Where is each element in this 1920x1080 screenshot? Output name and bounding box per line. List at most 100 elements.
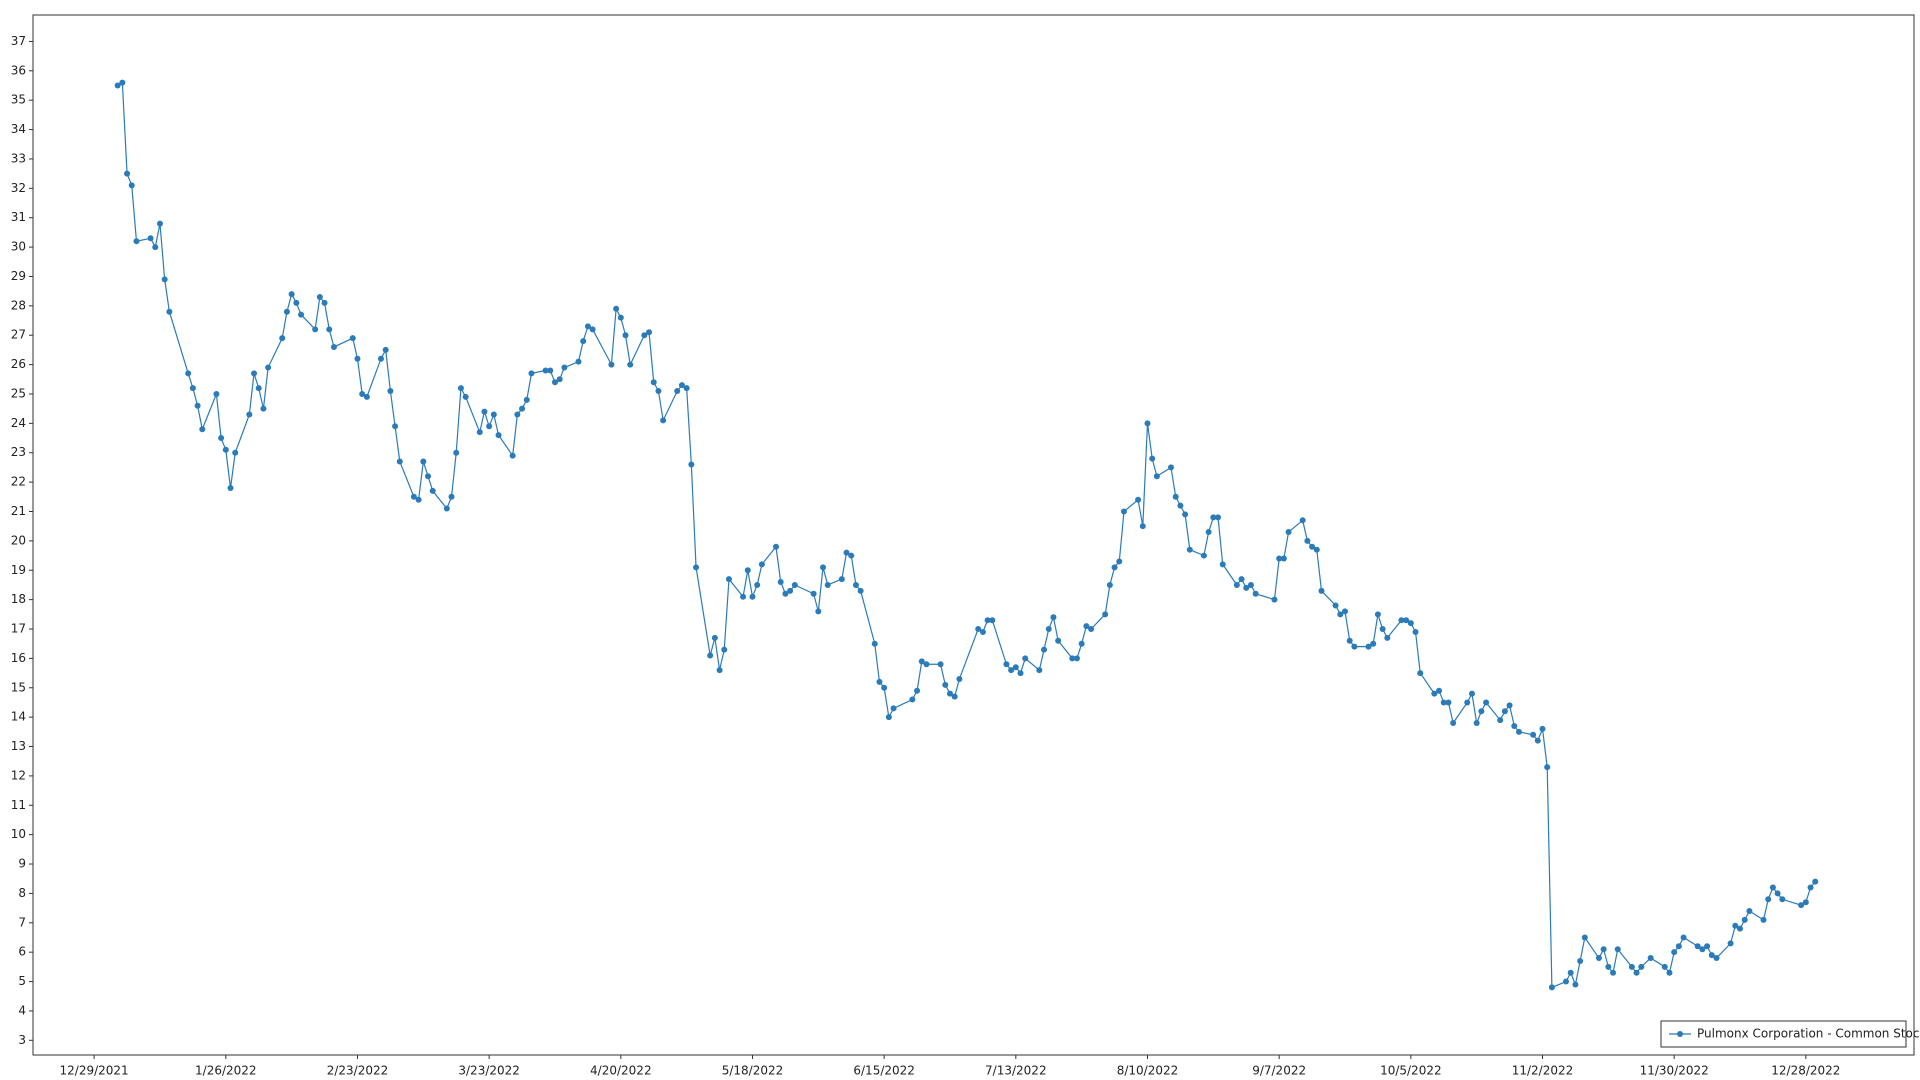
point [674,388,681,395]
point [1351,643,1358,650]
point [1614,946,1621,953]
point [1595,955,1602,962]
point [627,361,634,368]
point [1083,623,1090,630]
point [744,567,751,574]
point [1431,690,1438,697]
point [777,579,784,586]
point [457,385,464,392]
y-tick-label: 8 [18,886,26,900]
point [1666,969,1673,976]
point [688,461,695,468]
point [617,314,624,321]
point [542,367,549,374]
point [1078,640,1085,647]
point [725,576,732,583]
point [655,388,662,395]
point [810,590,817,597]
point [490,411,497,418]
point [1633,969,1640,976]
point [1017,670,1024,677]
point [1233,581,1240,588]
point [1647,955,1654,962]
point [1450,720,1457,727]
point [222,446,229,453]
point [1468,690,1475,697]
point [580,338,587,345]
point [1478,708,1485,715]
point [1036,667,1043,674]
point [914,687,921,694]
point [387,388,394,395]
y-tick-label: 32 [11,181,26,195]
point [1534,737,1541,744]
point [956,675,963,682]
point [885,714,892,721]
y-tick-label: 27 [11,328,26,342]
point [255,385,262,392]
point [749,593,756,600]
point [984,617,991,624]
point [824,581,831,588]
point [1610,969,1617,976]
point [918,658,925,665]
y-tick-label: 16 [11,651,26,665]
point [1219,561,1226,568]
point [288,291,295,298]
point [613,305,620,312]
y-tick-label: 13 [11,739,26,753]
point [946,690,953,697]
x-tick-label: 3/23/2022 [458,1064,520,1078]
point [1313,546,1320,553]
point [1337,611,1344,618]
point [683,385,690,392]
point [133,238,140,245]
point [429,487,436,494]
point [1708,952,1715,959]
point [1285,529,1292,536]
point [1012,664,1019,671]
point [1530,731,1537,738]
point [1671,949,1678,956]
point [758,561,765,568]
y-tick-label: 5 [18,974,26,988]
point [326,326,333,333]
point [1008,667,1015,674]
point [227,484,234,491]
point [415,496,422,503]
x-tick-label: 10/5/2022 [1380,1064,1442,1078]
y-tick-label: 28 [11,298,26,312]
point [1332,602,1339,609]
point [1515,728,1522,735]
point [1149,455,1156,462]
point [1600,946,1607,953]
point [1177,502,1184,509]
point [1501,708,1508,715]
y-tick-label: 31 [11,210,26,224]
x-tick-label: 1/26/2022 [195,1064,257,1078]
point [1069,655,1076,662]
point [1088,626,1095,633]
point [820,564,827,571]
point [321,299,328,306]
point [975,626,982,633]
point [848,552,855,559]
point [514,411,521,418]
point [1417,670,1424,677]
point [1243,584,1250,591]
point [279,335,286,342]
point [330,343,337,350]
point [1675,943,1682,950]
point [382,346,389,353]
y-tick-label: 23 [11,445,26,459]
point [1139,523,1146,530]
point [1661,963,1668,970]
point [1200,552,1207,559]
point [1638,963,1645,970]
point [147,235,154,242]
point [1407,620,1414,627]
y-tick-label: 30 [11,240,26,254]
point [1299,517,1306,524]
legend-marker [1677,1031,1683,1037]
